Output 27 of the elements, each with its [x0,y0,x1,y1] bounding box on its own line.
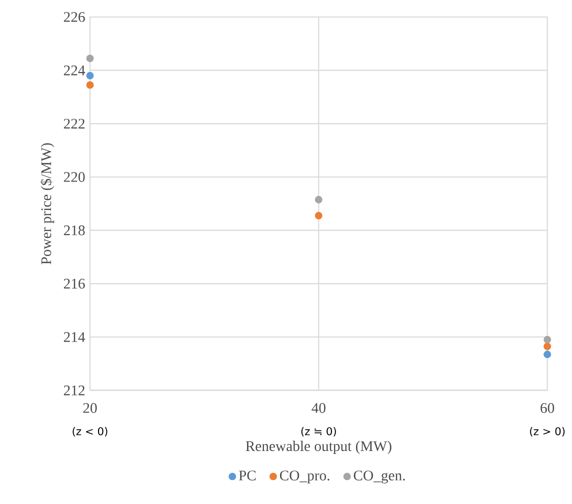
y-axis-title: Power price ($/MW) [40,143,54,264]
point [314,196,322,204]
y-tick-label: 224 [64,65,86,76]
y-tick-label: 214 [64,332,86,342]
text: (z < 0) [72,426,108,436]
y-tick-label: 226 [64,12,85,22]
legend-label: CO_gen. [354,470,405,484]
point [86,81,94,89]
y-tick-label: 220 [64,172,85,182]
x-tick-label: 20 [83,402,97,413]
text: (z ≒ 0) [301,426,336,436]
point [314,212,322,220]
point [544,336,552,344]
legend-label: PC [238,470,256,480]
point [544,350,552,358]
y-tick-label: 222 [64,118,84,128]
point [86,54,94,62]
y-tick-label: 212 [64,385,84,396]
x-tick-label: 40 [312,402,326,413]
x-tick-label: 60 [540,402,554,413]
x-axis-title: Renewable output (MW) [246,440,392,454]
legend-label: CO_pro. [280,470,330,484]
point [544,342,552,350]
y-tick-label: 216 [64,278,85,288]
y-tick-label: 218 [64,225,85,236]
text: (z > 0) [530,426,565,436]
point [86,72,94,80]
